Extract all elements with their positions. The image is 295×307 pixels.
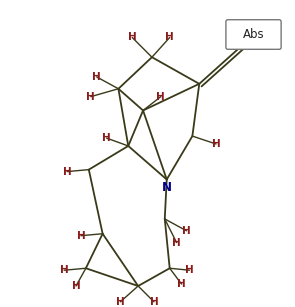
Text: H: H <box>172 238 181 248</box>
Text: H: H <box>185 265 194 275</box>
Text: H: H <box>116 297 125 307</box>
Text: H: H <box>102 133 111 143</box>
Text: H: H <box>177 279 186 289</box>
FancyBboxPatch shape <box>226 20 281 49</box>
Text: H: H <box>72 281 80 291</box>
Text: H: H <box>86 92 95 102</box>
Text: H: H <box>92 72 101 82</box>
Text: H: H <box>77 231 85 241</box>
Text: H: H <box>212 139 220 149</box>
Text: H: H <box>182 226 191 236</box>
Text: Abs: Abs <box>243 28 264 41</box>
Text: H: H <box>128 33 137 42</box>
Text: H: H <box>60 265 68 275</box>
Text: H: H <box>156 92 165 102</box>
Text: N: N <box>162 181 172 194</box>
Text: H: H <box>165 33 174 42</box>
Text: H: H <box>150 297 158 307</box>
Text: H: H <box>63 167 71 177</box>
